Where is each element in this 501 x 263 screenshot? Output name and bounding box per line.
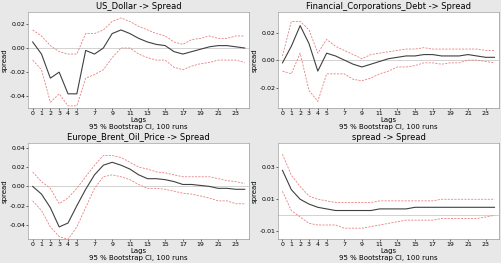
X-axis label: Lags
95 % Bootstrap CI, 100 runs: Lags 95 % Bootstrap CI, 100 runs — [89, 117, 188, 130]
Y-axis label: spread: spread — [2, 179, 8, 203]
Title: Europe_Brent_Oil_Price -> Spread: Europe_Brent_Oil_Price -> Spread — [67, 133, 210, 142]
Title: Financial_Corporations_Debt -> Spread: Financial_Corporations_Debt -> Spread — [306, 2, 471, 11]
X-axis label: Lags
95 % Bootstrap CI, 100 runs: Lags 95 % Bootstrap CI, 100 runs — [89, 248, 188, 261]
Y-axis label: spread: spread — [252, 179, 258, 203]
Y-axis label: spread: spread — [252, 48, 258, 72]
Title: US_Dollar -> Spread: US_Dollar -> Spread — [96, 2, 181, 11]
X-axis label: Lags
95 % Bootstrap CI, 100 runs: Lags 95 % Bootstrap CI, 100 runs — [339, 117, 438, 130]
X-axis label: Lags
95 % Bootstrap CI, 100 runs: Lags 95 % Bootstrap CI, 100 runs — [339, 248, 438, 261]
Title: spread -> Spread: spread -> Spread — [352, 133, 425, 142]
Y-axis label: spread: spread — [2, 48, 8, 72]
